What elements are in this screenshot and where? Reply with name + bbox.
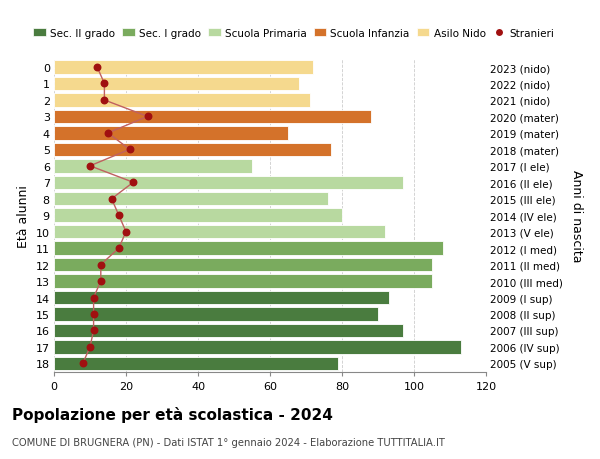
Point: [100, 97, 109, 104]
Point: [107, 196, 116, 203]
Point: [114, 212, 124, 219]
Point: [121, 229, 131, 236]
Point: [96, 278, 106, 285]
Bar: [54, 176, 403, 190]
Bar: [54, 78, 299, 91]
Point: [89, 294, 98, 302]
Bar: [54, 111, 371, 124]
Point: [125, 146, 134, 154]
Bar: [54, 193, 328, 206]
Bar: [54, 242, 443, 255]
Bar: [54, 308, 378, 321]
Point: [89, 311, 98, 318]
Bar: [54, 94, 310, 107]
Point: [114, 245, 124, 252]
Point: [103, 130, 113, 137]
Bar: [54, 324, 403, 337]
Bar: [54, 61, 313, 75]
Point: [78, 360, 88, 367]
Legend: Sec. II grado, Sec. I grado, Scuola Primaria, Scuola Infanzia, Asilo Nido, Stran: Sec. II grado, Sec. I grado, Scuola Prim…: [29, 24, 559, 43]
Point: [143, 113, 152, 121]
Y-axis label: Età alunni: Età alunni: [17, 185, 30, 247]
Bar: [54, 258, 432, 272]
Bar: [54, 160, 252, 173]
Point: [128, 179, 138, 186]
Point: [92, 64, 102, 72]
Bar: [54, 341, 461, 354]
Point: [85, 163, 95, 170]
Bar: [54, 225, 385, 239]
Bar: [54, 127, 288, 140]
Bar: [54, 274, 432, 288]
Text: COMUNE DI BRUGNERA (PN) - Dati ISTAT 1° gennaio 2024 - Elaborazione TUTTITALIA.I: COMUNE DI BRUGNERA (PN) - Dati ISTAT 1° …: [12, 437, 445, 447]
Text: Popolazione per età scolastica - 2024: Popolazione per età scolastica - 2024: [12, 406, 333, 422]
Bar: [54, 291, 389, 305]
Bar: [54, 143, 331, 157]
Y-axis label: Anni di nascita: Anni di nascita: [570, 169, 583, 262]
Point: [89, 327, 98, 335]
Point: [85, 343, 95, 351]
Bar: [54, 209, 342, 223]
Point: [96, 261, 106, 269]
Point: [100, 81, 109, 88]
Bar: [54, 357, 338, 370]
